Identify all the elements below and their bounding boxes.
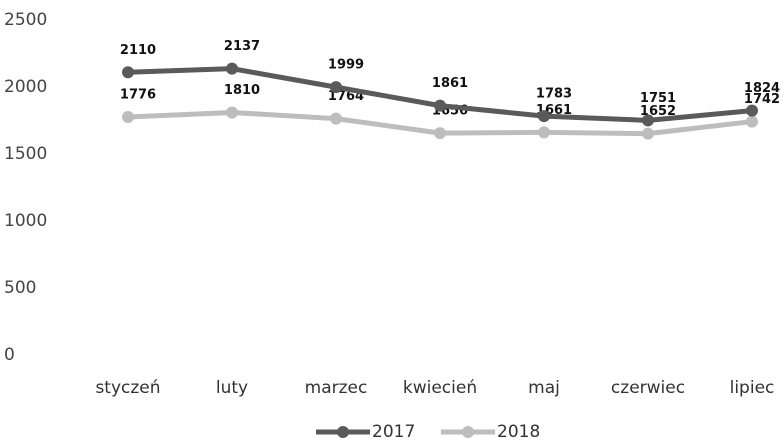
point <box>434 99 446 112</box>
point <box>434 127 446 140</box>
legend-marker <box>462 426 474 438</box>
data-label: 1861 <box>432 76 468 91</box>
point <box>330 112 342 125</box>
data-label: 1824 <box>744 81 780 96</box>
legend-marker <box>337 426 349 438</box>
data-label: 1776 <box>120 88 156 103</box>
x-tick-label: styczeń <box>95 378 160 398</box>
point <box>330 81 342 94</box>
x-tick-label: maj <box>528 378 560 398</box>
x-tick-label: lipiec <box>730 378 775 398</box>
data-label: 1742 <box>744 92 780 107</box>
data-label: 1999 <box>328 58 364 73</box>
point <box>746 115 758 128</box>
y-tick-label: 1000 <box>4 211 47 231</box>
point <box>642 127 654 140</box>
point <box>122 111 134 124</box>
point <box>122 66 134 79</box>
y-tick-label: 2000 <box>4 77 47 97</box>
point <box>226 106 238 119</box>
data-label: 1810 <box>224 83 260 98</box>
legend-label: 2018 <box>497 422 540 440</box>
point <box>642 114 654 127</box>
point <box>538 110 550 123</box>
x-tick-label: marzec <box>305 378 368 398</box>
y-tick-label: 1500 <box>4 144 47 164</box>
y-tick-label: 2500 <box>4 10 47 30</box>
x-tick-label: czerwiec <box>611 378 685 398</box>
point <box>538 126 550 139</box>
x-tick-label: luty <box>216 378 248 398</box>
data-label: 1783 <box>536 87 572 102</box>
data-label: 2137 <box>224 39 260 54</box>
legend-label: 2017 <box>372 422 415 440</box>
data-label: 1751 <box>640 91 676 106</box>
point <box>746 104 758 117</box>
y-tick-label: 500 <box>4 278 36 298</box>
y-tick-label: 0 <box>4 345 15 365</box>
point <box>226 62 238 75</box>
x-tick-label: kwiecień <box>403 378 477 398</box>
data-label: 2110 <box>120 43 156 58</box>
